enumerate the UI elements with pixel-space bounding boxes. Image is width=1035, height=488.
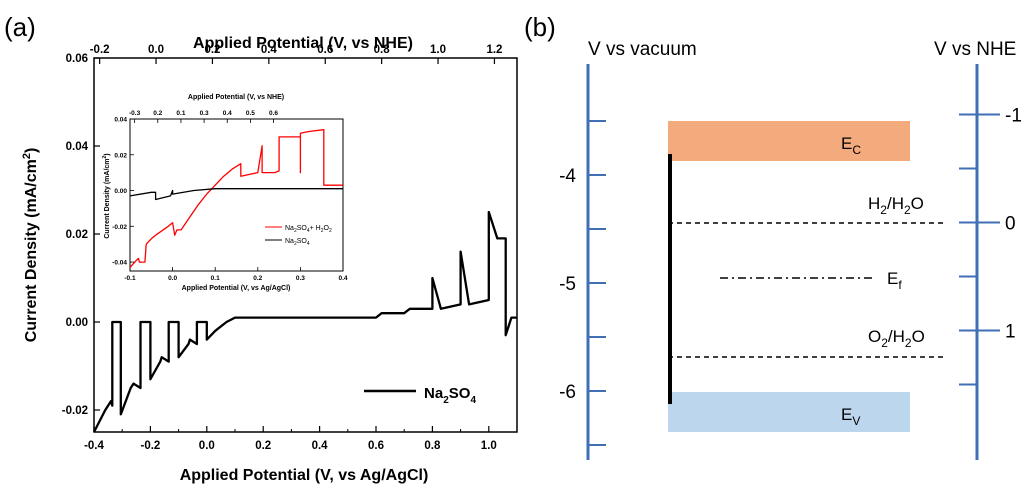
inset-series-line xyxy=(129,188,343,201)
panel-a-tag: (a) xyxy=(4,12,36,42)
inset-frame xyxy=(129,118,344,272)
inset-x-tick-label: 0.4 xyxy=(338,275,347,282)
inset-legend: Na2SO4+ H2O2 Na2SO4 xyxy=(265,225,332,247)
tick-layer: -0.4 -0.2 0.0 0.2 0.4 0.6 0.8 1.0 -0.2 0.0 0.2 0.4 0… xyxy=(62,44,503,452)
legend: Na2SO4 xyxy=(364,385,476,406)
y-tick-label: -0.02 xyxy=(62,405,88,417)
inset-x2-tick-label: 0.6 xyxy=(269,110,278,117)
panel-b-diagram: V vs vacuum V vs NHE EC EV H2/H2O Ef O2/… xyxy=(559,39,1022,460)
series-layer xyxy=(92,210,517,433)
right-tick-label: -1 xyxy=(1005,106,1022,127)
left-axis-title: V vs vacuum xyxy=(588,39,697,60)
legend-label: Na2SO4 xyxy=(424,385,476,406)
inset-x-tick-label: 0.3 xyxy=(296,275,305,282)
inset-x2-tick-label: 0.2 xyxy=(153,110,162,117)
inset-x2-tick-label: 0.4 xyxy=(223,110,232,117)
inset-y-tick-label: -0.02 xyxy=(112,224,127,231)
fermi-label: Ef xyxy=(887,269,902,292)
right-axis-title: V vs NHE xyxy=(934,39,1016,60)
left-tick-label: -4 xyxy=(559,166,576,187)
y-axis-title-sup: 2 xyxy=(21,153,33,159)
x2-axis-title: Applied Potential (V, vs NHE) xyxy=(193,35,413,52)
y-axis-title-close: ) xyxy=(23,148,40,153)
x-tick-label: 0.6 xyxy=(368,440,384,452)
y-axis-title-main: Current Density (mA/cm xyxy=(23,159,40,342)
ev-label: EV xyxy=(841,405,860,428)
inset-y-tick-label: 0.02 xyxy=(114,152,127,159)
x2-tick-label: 0.0 xyxy=(148,44,164,56)
x2-tick-label: 0.2 xyxy=(204,44,220,56)
x2-tick-label: 0.4 xyxy=(261,44,278,56)
inset-x-tick-label: -0.1 xyxy=(124,275,136,282)
inset-legend-label-1: Na2SO4+ H2O2 xyxy=(285,225,332,234)
y-tick-label: 0.04 xyxy=(66,141,89,153)
x-tick-label: 0.2 xyxy=(255,440,271,452)
inset-x2-tick-label: 0.5 xyxy=(246,110,255,117)
inset-y-axis-title: Current Density (mA/cm2) xyxy=(102,153,111,238)
inset-y-tick-label: 0.04 xyxy=(114,117,127,124)
x-tick-label: -0.2 xyxy=(140,440,160,452)
inset-x-axis-title: Applied Potential (V, vs Ag/AgCl) xyxy=(182,285,291,292)
inset-tick-layer: -0.1 0.0 0.1 0.2 0.3 0.4 -0.3 0.2 0.1 0.3 0.4 0.5 0.… xyxy=(112,110,348,282)
inset-series-layer xyxy=(129,129,343,268)
plot-frame xyxy=(93,57,518,433)
y-axis-title: Current Density (mA/cm2) xyxy=(21,148,40,343)
panel-b-tag: (b) xyxy=(524,12,556,42)
right-tick-label: 1 xyxy=(1005,322,1016,343)
x2-tick-label: 1.2 xyxy=(486,44,502,56)
h2-h2o-label: H2/H2O xyxy=(868,194,924,217)
inset-x2-tick-label: -0.3 xyxy=(129,110,141,117)
inset-x-tick-label: 0.2 xyxy=(253,275,262,282)
left-tick-label: -6 xyxy=(559,382,576,403)
x-tick-label: 0.8 xyxy=(424,440,441,452)
inset-x2-tick-label: 0.3 xyxy=(200,110,209,117)
x2-tick-label: 1.0 xyxy=(430,44,446,56)
y-tick-label: 0.02 xyxy=(66,229,88,241)
inset-series-line xyxy=(129,129,343,268)
inset-x-tick-label: 0.0 xyxy=(168,275,177,282)
conduction-band xyxy=(668,121,910,161)
y-tick-label: 0.00 xyxy=(66,317,88,329)
valence-band xyxy=(668,392,910,432)
x2-tick-label: 0.6 xyxy=(317,44,333,56)
left-tick-label: -5 xyxy=(559,274,576,295)
x-tick-label: 0.0 xyxy=(199,440,215,452)
x2-tick-label: 0.8 xyxy=(374,44,391,56)
inset-chart: Applied Potential (V, vs NHE) Applied Po… xyxy=(102,94,348,292)
inset-x-tick-label: 0.1 xyxy=(211,275,220,282)
x-tick-label: 1.0 xyxy=(481,440,497,452)
o2-h2o-label: O2/H2O xyxy=(868,327,925,350)
ec-label: EC xyxy=(841,134,861,157)
panel-a-chart: Applied Potential (V, vs NHE) Applied Po… xyxy=(21,35,518,484)
series-line xyxy=(92,210,517,433)
x2-tick-label: -0.2 xyxy=(90,44,110,56)
panel-b-tick-layer: -4 -5 -6 -1 0 1 xyxy=(559,106,1022,446)
inset-y-tick-label: -0.04 xyxy=(112,260,127,267)
inset-x2-tick-label: 0.1 xyxy=(176,110,185,117)
inset-y-tick-label: 0.00 xyxy=(114,188,127,195)
x-tick-label: -0.4 xyxy=(84,440,104,452)
inset-x2-axis-title: Applied Potential (V, vs NHE) xyxy=(188,94,284,101)
y-tick-label: 0.06 xyxy=(66,53,88,65)
x-axis-title: Applied Potential (V, vs Ag/AgCl) xyxy=(180,467,429,484)
x-tick-label: 0.4 xyxy=(312,440,329,452)
inset-legend-label-2: Na2SO4 xyxy=(285,238,310,247)
right-tick-label: 0 xyxy=(1005,214,1016,235)
